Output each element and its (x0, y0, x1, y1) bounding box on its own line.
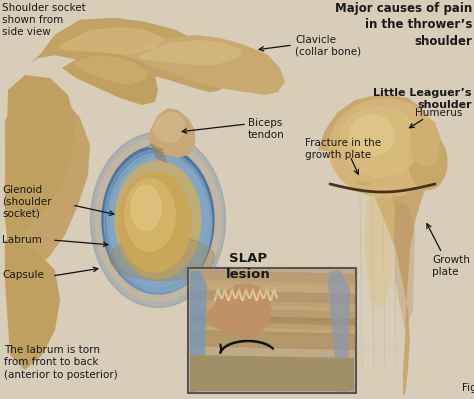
Polygon shape (328, 270, 350, 392)
Polygon shape (138, 40, 242, 65)
Text: Humerus: Humerus (415, 108, 462, 118)
Polygon shape (190, 355, 354, 391)
Ellipse shape (102, 146, 214, 294)
Polygon shape (148, 128, 170, 152)
Ellipse shape (131, 186, 161, 231)
Polygon shape (148, 108, 195, 158)
Text: SLAP
lesion: SLAP lesion (226, 252, 270, 281)
Text: Glenoid
(shoulder
socket): Glenoid (shoulder socket) (2, 185, 52, 219)
Polygon shape (190, 270, 207, 392)
Ellipse shape (125, 179, 175, 251)
Polygon shape (58, 27, 165, 56)
Ellipse shape (340, 107, 420, 177)
Ellipse shape (95, 139, 220, 301)
Polygon shape (62, 52, 158, 105)
Ellipse shape (329, 99, 441, 197)
Text: Shoulder socket
shown from
side view: Shoulder socket shown from side view (2, 3, 86, 37)
Ellipse shape (349, 115, 394, 155)
Bar (188, 268, 356, 393)
Polygon shape (5, 95, 90, 270)
Polygon shape (5, 95, 90, 270)
Polygon shape (318, 95, 436, 395)
Ellipse shape (110, 156, 210, 292)
Text: Major causes of pain
in the thrower’s
shoulder: Major causes of pain in the thrower’s sh… (335, 2, 472, 48)
Polygon shape (205, 283, 272, 338)
Polygon shape (410, 118, 440, 168)
Text: Biceps
tendon: Biceps tendon (248, 118, 285, 140)
Ellipse shape (108, 153, 208, 287)
Ellipse shape (107, 153, 211, 293)
Text: Growth
plate: Growth plate (432, 255, 470, 277)
Text: Fracture in the
growth plate: Fracture in the growth plate (305, 138, 381, 160)
Polygon shape (112, 35, 285, 95)
Ellipse shape (109, 235, 215, 280)
Polygon shape (5, 75, 75, 260)
Ellipse shape (115, 161, 201, 279)
Polygon shape (32, 18, 225, 92)
Polygon shape (395, 200, 415, 330)
Text: Little Leaguer’s
shoulder: Little Leaguer’s shoulder (374, 88, 472, 111)
Text: Clavicle
(collar bone): Clavicle (collar bone) (295, 35, 361, 57)
Polygon shape (32, 18, 225, 92)
Text: Capsule: Capsule (2, 270, 44, 280)
Polygon shape (152, 112, 185, 143)
Text: The labrum is torn
from front to back
(anterior to posterior): The labrum is torn from front to back (a… (4, 345, 118, 380)
Ellipse shape (119, 172, 191, 272)
Ellipse shape (104, 150, 212, 294)
Polygon shape (72, 55, 148, 85)
Ellipse shape (91, 132, 226, 308)
Text: Fig. 4: Fig. 4 (462, 383, 474, 393)
Polygon shape (5, 240, 60, 370)
Ellipse shape (409, 134, 447, 190)
Polygon shape (364, 185, 395, 310)
Text: Labrum: Labrum (2, 235, 42, 245)
